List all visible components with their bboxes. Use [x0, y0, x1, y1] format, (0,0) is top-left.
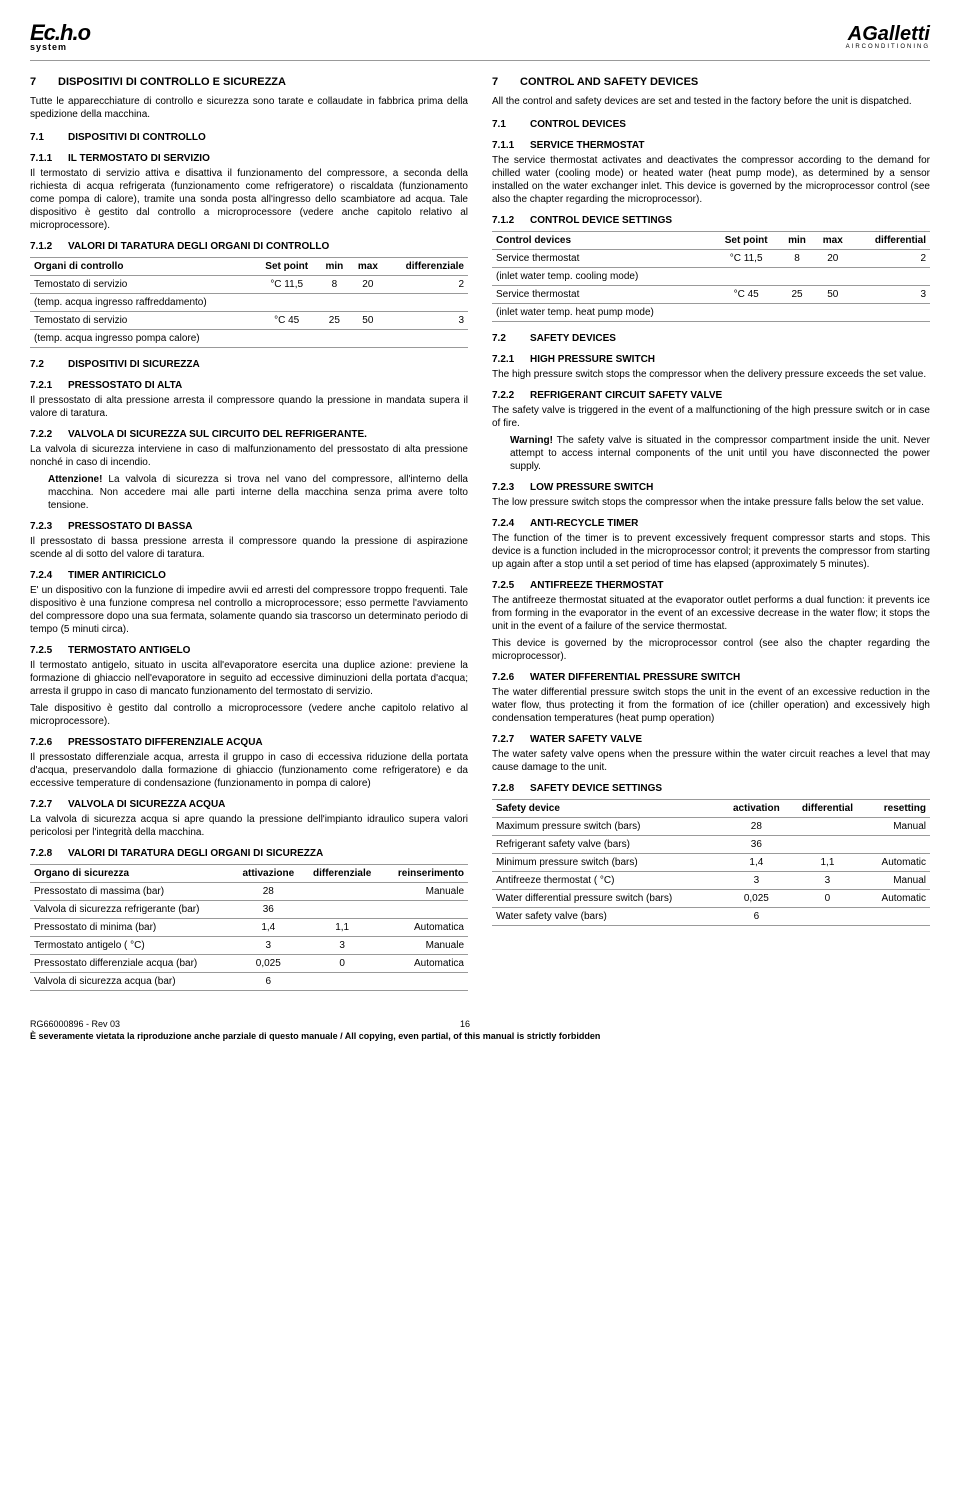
page-header: Ec.h.o system AGalletti AIRCONDITIONING — [30, 20, 930, 61]
body-726-it: Il pressostato differenziale acqua, arre… — [30, 751, 468, 790]
copyright-line: È severamente vietata la riproduzione an… — [30, 1031, 930, 1041]
table-row: Control devices Set point min max differ… — [492, 232, 930, 250]
table-row: Antifreeze thermostat ( °C)33Manual — [492, 872, 930, 890]
table-row: Valvola di sicurezza refrigerante (bar)3… — [30, 901, 468, 919]
body-722-en: The safety valve is triggered in the eve… — [492, 404, 930, 430]
body-725-en: The antifreeze thermostat situated at th… — [492, 594, 930, 633]
heading-71-en: 7.1CONTROL DEVICES — [492, 118, 930, 131]
heading-727-it: 7.2.7VALVOLA DI SICUREZZA ACQUA — [30, 798, 468, 811]
table-row: Minimum pressure switch (bars)1,41,1Auto… — [492, 854, 930, 872]
intro-7-it: Tutte le apparecchiature di controllo e … — [30, 95, 468, 121]
table-728-en: Safety device activation differential re… — [492, 799, 930, 926]
heading-723-it: 7.2.3PRESSOSTATO DI BASSA — [30, 520, 468, 533]
table-712-en: Control devices Set point min max differ… — [492, 231, 930, 322]
body-723-it: Il pressostato di bassa pressione arrest… — [30, 535, 468, 561]
heading-72-it: 7.2DISPOSITIVI DI SICUREZZA — [30, 358, 468, 371]
heading-72-en: 7.2SAFETY DEVICES — [492, 332, 930, 345]
table-712-it: Organi di controllo Set point min max di… — [30, 257, 468, 348]
heading-7-it: 7DISPOSITIVI DI CONTROLLO E SICUREZZA — [30, 75, 468, 89]
table-row: (temp. acqua ingresso pompa calore) — [30, 330, 468, 348]
doc-ref: RG66000896 - Rev 03 — [30, 1019, 120, 1029]
body-726-en: The water differential pressure switch s… — [492, 686, 930, 725]
table-row: Service thermostat°C 4525503 — [492, 286, 930, 304]
heading-712-it: 7.1.2VALORI DI TARATURA DEGLI ORGANI DI … — [30, 240, 468, 253]
heading-727-en: 7.2.7WATER SAFETY VALVE — [492, 733, 930, 746]
table-row: Pressostato di massima (bar)28Manuale — [30, 883, 468, 901]
body-721-en: The high pressure switch stops the compr… — [492, 368, 930, 381]
column-italian: 7DISPOSITIVI DI CONTROLLO E SICUREZZA Tu… — [30, 75, 468, 995]
body-725b-it: Tale dispositivo è gestito dal controllo… — [30, 702, 468, 728]
heading-725-it: 7.2.5TERMOSTATO ANTIGELO — [30, 644, 468, 657]
heading-7-en: 7CONTROL AND SAFETY DEVICES — [492, 75, 930, 89]
logo-galletti-text: AGalletti — [848, 23, 930, 45]
table-row: Temostato di servizio°C 11,58202 — [30, 276, 468, 294]
body-725-it: Il termostato antigelo, situato in uscit… — [30, 659, 468, 698]
heading-726-it: 7.2.6PRESSOSTATO DIFFERENZIALE ACQUA — [30, 736, 468, 749]
column-english: 7CONTROL AND SAFETY DEVICES All the cont… — [492, 75, 930, 995]
body-711-en: The service thermostat activates and dea… — [492, 154, 930, 206]
heading-721-it: 7.2.1PRESSOSTATO DI ALTA — [30, 379, 468, 392]
heading-724-en: 7.2.4ANTI-RECYCLE TIMER — [492, 517, 930, 530]
table-728-it: Organo di sicurezza attivazione differen… — [30, 864, 468, 991]
heading-711-en: 7.1.1SERVICE THERMOSTAT — [492, 139, 930, 152]
body-725b-en: This device is governed by the microproc… — [492, 637, 930, 663]
logo-galletti-sub: AIRCONDITIONING — [846, 44, 930, 50]
table-row: Organi di controllo Set point min max di… — [30, 258, 468, 276]
table-row: Organo di sicurezza attivazione differen… — [30, 865, 468, 883]
warn-722-en: Warning! The safety valve is situated in… — [510, 434, 930, 473]
page-number: 16 — [120, 1019, 810, 1029]
table-row: Maximum pressure switch (bars)28Manual — [492, 818, 930, 836]
body-727-it: La valvola di sicurezza acqua si apre qu… — [30, 813, 468, 839]
heading-712-en: 7.1.2CONTROL DEVICE SETTINGS — [492, 214, 930, 227]
heading-711-it: 7.1.1IL TERMOSTATO DI SERVIZIO — [30, 152, 468, 165]
intro-7-en: All the control and safety devices are s… — [492, 95, 930, 108]
table-row: Termostato antigelo ( °C)33Manuale — [30, 937, 468, 955]
table-row: (inlet water temp. cooling mode) — [492, 268, 930, 286]
heading-723-en: 7.2.3LOW PRESSURE SWITCH — [492, 481, 930, 494]
logo-echo: Ec.h.o system — [30, 20, 90, 52]
page-footer: RG66000896 - Rev 03 16 È severamente vie… — [30, 1019, 930, 1041]
table-row: (temp. acqua ingresso raffreddamento) — [30, 294, 468, 312]
table-row: Pressostato differenziale acqua (bar)0,0… — [30, 955, 468, 973]
table-row: Water safety valve (bars)6 — [492, 908, 930, 926]
table-row: Pressostato di minima (bar)1,41,1Automat… — [30, 919, 468, 937]
warn-722-it: Attenzione! La valvola di sicurezza si t… — [48, 473, 468, 512]
body-724-en: The function of the timer is to prevent … — [492, 532, 930, 571]
table-row: (inlet water temp. heat pump mode) — [492, 304, 930, 322]
table-row: Refrigerant safety valve (bars)36 — [492, 836, 930, 854]
logo-galletti: AGalletti AIRCONDITIONING — [846, 23, 930, 50]
content-columns: 7DISPOSITIVI DI CONTROLLO E SICUREZZA Tu… — [30, 75, 930, 995]
heading-71-it: 7.1DISPOSITIVI DI CONTROLLO — [30, 131, 468, 144]
heading-725-en: 7.2.5ANTIFREEZE THERMOSTAT — [492, 579, 930, 592]
body-724-it: E' un dispositivo con la funzione di imp… — [30, 584, 468, 636]
table-row: Water differential pressure switch (bars… — [492, 890, 930, 908]
heading-728-it: 7.2.8VALORI DI TARATURA DEGLI ORGANI DI … — [30, 847, 468, 860]
table-row: Safety device activation differential re… — [492, 800, 930, 818]
heading-726-en: 7.2.6WATER DIFFERENTIAL PRESSURE SWITCH — [492, 671, 930, 684]
heading-721-en: 7.2.1HIGH PRESSURE SWITCH — [492, 353, 930, 366]
table-row: Valvola di sicurezza acqua (bar)6 — [30, 973, 468, 991]
table-row: Service thermostat°C 11,58202 — [492, 250, 930, 268]
body-723-en: The low pressure switch stops the compre… — [492, 496, 930, 509]
heading-722-en: 7.2.2REFRIGERANT CIRCUIT SAFETY VALVE — [492, 389, 930, 402]
body-711-it: Il termostato di servizio attiva e disat… — [30, 167, 468, 232]
heading-728-en: 7.2.8SAFETY DEVICE SETTINGS — [492, 782, 930, 795]
table-row: Temostato di servizio°C 4525503 — [30, 312, 468, 330]
body-721-it: Il pressostato di alta pressione arresta… — [30, 394, 468, 420]
heading-722-it: 7.2.2VALVOLA DI SICUREZZA SUL CIRCUITO D… — [30, 428, 468, 441]
heading-724-it: 7.2.4TIMER ANTIRICICLO — [30, 569, 468, 582]
body-722-it: La valvola di sicurezza interviene in ca… — [30, 443, 468, 469]
body-727-en: The water safety valve opens when the pr… — [492, 748, 930, 774]
